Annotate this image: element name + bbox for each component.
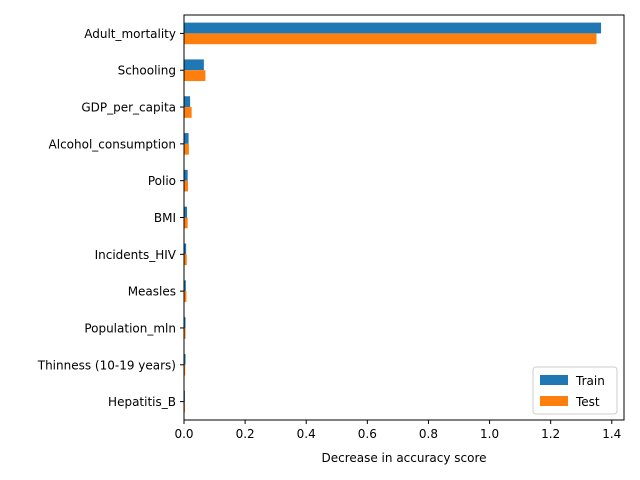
bar-test-4 <box>184 180 188 192</box>
bar-train-0 <box>184 22 602 34</box>
y-tick-label: Adult_mortality <box>84 27 176 41</box>
legend-label-test: Test <box>575 395 600 409</box>
y-tick-label: Hepatitis_B <box>108 395 176 409</box>
bar-test-7 <box>184 291 187 302</box>
legend: Train Test <box>532 366 618 415</box>
x-tick-label: 1.2 <box>541 427 560 441</box>
y-tick-label: Alcohol_consumption <box>49 137 176 151</box>
bar-test-2 <box>184 107 192 118</box>
legend-swatch-train <box>540 375 568 385</box>
bar-test-9 <box>184 364 186 376</box>
x-tick-label: 0.8 <box>419 427 438 441</box>
bar-train-5 <box>184 206 188 218</box>
bar-train-8 <box>184 317 186 328</box>
y-tick-label: Incidents_HIV <box>95 248 177 262</box>
y-tick-label: Population_mln <box>84 321 176 335</box>
legend-label-train: Train <box>575 374 605 388</box>
y-tick-label: BMI <box>154 211 176 225</box>
bar-train-3 <box>184 133 189 144</box>
x-tick-label: 0.6 <box>358 427 377 441</box>
bar-train-7 <box>184 280 186 292</box>
x-tick-label: 1.0 <box>480 427 499 441</box>
x-tick-label: 0.4 <box>297 427 316 441</box>
x-axis: 0.0 0.2 0.4 0.6 0.8 1.0 1.2 1.4 <box>174 420 621 441</box>
x-tick-label: 1.4 <box>602 427 621 441</box>
y-tick-label: Thinness (10-19 years) <box>37 358 176 372</box>
bar-test-3 <box>184 143 189 155</box>
bar-train-1 <box>184 59 204 71</box>
legend-swatch-test <box>540 396 568 406</box>
x-axis-label: Decrease in accuracy score <box>321 451 486 465</box>
y-tick-label: Schooling <box>118 64 176 78</box>
bar-test-5 <box>184 217 188 229</box>
y-tick-label: GDP_per_capita <box>81 101 176 115</box>
y-tick-label: Polio <box>148 174 176 188</box>
bar-train-2 <box>184 96 191 108</box>
bar-test-1 <box>184 70 206 82</box>
bar-train-4 <box>184 169 188 181</box>
x-tick-label: 0.2 <box>236 427 255 441</box>
bar-test-0 <box>184 33 597 45</box>
bar-train-6 <box>184 243 187 255</box>
bar-test-8 <box>184 327 186 339</box>
x-tick-label: 0.0 <box>174 427 193 441</box>
bar-test-6 <box>184 254 187 266</box>
bar-train-9 <box>184 353 186 365</box>
y-tick-label: Measles <box>128 285 176 299</box>
y-axis: Adult_mortality Schooling GDP_per_capita Al… <box>37 27 184 409</box>
